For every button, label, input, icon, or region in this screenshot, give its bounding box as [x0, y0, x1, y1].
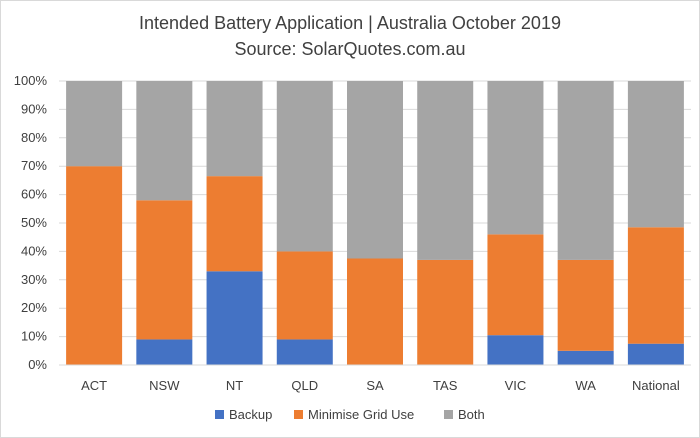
bars: [66, 81, 684, 365]
bar-both-national: [627, 81, 684, 228]
y-tick-label: 60%: [21, 187, 47, 202]
x-tick-label: SA: [366, 378, 384, 393]
x-tick-label: NSW: [149, 378, 180, 393]
legend-swatch: [444, 410, 453, 419]
x-tick-label: QLD: [291, 378, 318, 393]
x-tick-label: National: [632, 378, 680, 393]
bar-both-tas: [417, 81, 474, 260]
x-tick-label: WA: [575, 378, 596, 393]
legend-swatch: [294, 410, 303, 419]
bar-backup-vic: [487, 335, 544, 365]
y-tick-label: 30%: [21, 272, 47, 287]
bar-minimise-grid-use-vic: [487, 234, 544, 336]
bar-both-vic: [487, 81, 544, 235]
bar-backup-qld: [276, 339, 333, 365]
y-tick-label: 70%: [21, 158, 47, 173]
bar-minimise-grid-use-wa: [557, 259, 614, 351]
y-tick-label: 80%: [21, 130, 47, 145]
bar-both-act: [66, 81, 123, 167]
bar-both-nsw: [136, 81, 193, 201]
bar-minimise-grid-use-qld: [276, 251, 333, 340]
y-tick-label: 100%: [14, 73, 48, 88]
legend-label: Minimise Grid Use: [308, 407, 414, 422]
bar-minimise-grid-use-sa: [347, 258, 403, 365]
x-tick-label: ACT: [81, 378, 107, 393]
legend: Backup Minimise Grid Use Both: [215, 407, 485, 422]
bar-minimise-grid-use-nsw: [136, 200, 193, 340]
bar-backup-national: [627, 343, 684, 365]
x-tick-label: NT: [226, 378, 243, 393]
y-tick-label: 90%: [21, 101, 47, 116]
legend-swatch: [215, 410, 224, 419]
bar-both-nt: [206, 81, 263, 177]
bar-both-sa: [347, 81, 403, 259]
bar-minimise-grid-use-nt: [206, 176, 263, 272]
bar-minimise-grid-use-tas: [417, 259, 474, 365]
bar-both-wa: [557, 81, 614, 260]
bar-backup-nsw: [136, 339, 193, 365]
y-tick-label: 20%: [21, 300, 47, 315]
y-tick-label: 0%: [28, 357, 47, 372]
bar-minimise-grid-use-national: [627, 227, 684, 344]
legend-label: Backup: [229, 407, 272, 422]
chart-subtitle: Source: SolarQuotes.com.au: [234, 39, 465, 59]
y-tick-label: 50%: [21, 215, 47, 230]
legend-label: Both: [458, 407, 485, 422]
bar-backup-wa: [557, 350, 614, 365]
bar-minimise-grid-use-act: [66, 166, 123, 365]
bar-both-qld: [276, 81, 333, 252]
x-tick-label: TAS: [433, 378, 458, 393]
y-tick-label: 10%: [21, 329, 47, 344]
chart-title: Intended Battery Application | Australia…: [139, 13, 561, 33]
bar-backup-nt: [206, 271, 263, 365]
axes: 0% 10% 20% 30% 40% 50% 60% 70% 80% 90% 100% ACT NSW N…: [14, 73, 691, 393]
y-tick-label: 40%: [21, 243, 47, 258]
x-tick-label: VIC: [505, 378, 527, 393]
